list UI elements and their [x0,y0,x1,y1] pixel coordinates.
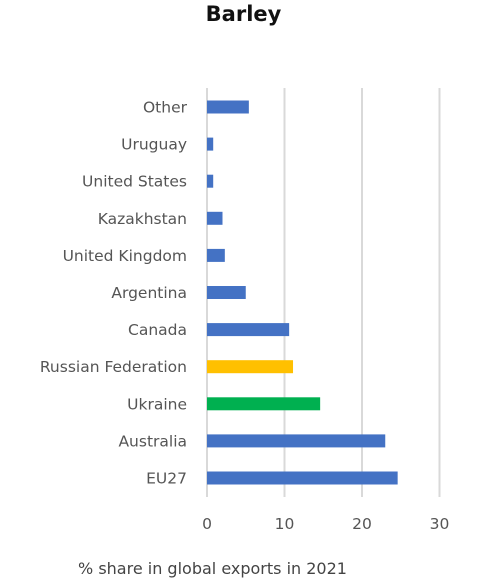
chart-title: Barley [205,2,282,26]
x-tick-label-30: 30 [430,515,450,533]
bar-uruguay [207,137,214,151]
category-label-ukraine: Ukraine [127,395,187,413]
bar-kazakhstan [207,211,223,225]
bar-australia [207,434,386,448]
x-tick-label-20: 20 [352,515,372,533]
category-label-uruguay: Uruguay [121,136,187,154]
category-label-russian-federation: Russian Federation [40,358,187,376]
category-label-australia: Australia [118,432,187,450]
x-tick-label-0: 0 [202,515,212,533]
x-axis-label: % share in global exports in 2021 [78,559,347,578]
bar-united-states [207,174,214,188]
category-label-canada: Canada [128,321,187,339]
bar-other [207,100,249,114]
category-label-argentina: Argentina [111,284,187,302]
bar-russian-federation [207,360,294,374]
bar-eu27 [207,471,398,485]
category-label-united-kingdom: United Kingdom [63,247,187,265]
category-label-other: Other [143,99,188,117]
category-label-united-states: United States [82,173,187,191]
category-label-kazakhstan: Kazakhstan [98,210,187,228]
bar-united-kingdom [207,248,225,262]
bar-argentina [207,286,246,299]
bar-canada [207,323,290,337]
x-tick-label-10: 10 [275,515,295,533]
category-label-eu27: EU27 [146,470,187,488]
bar-ukraine [207,397,321,411]
